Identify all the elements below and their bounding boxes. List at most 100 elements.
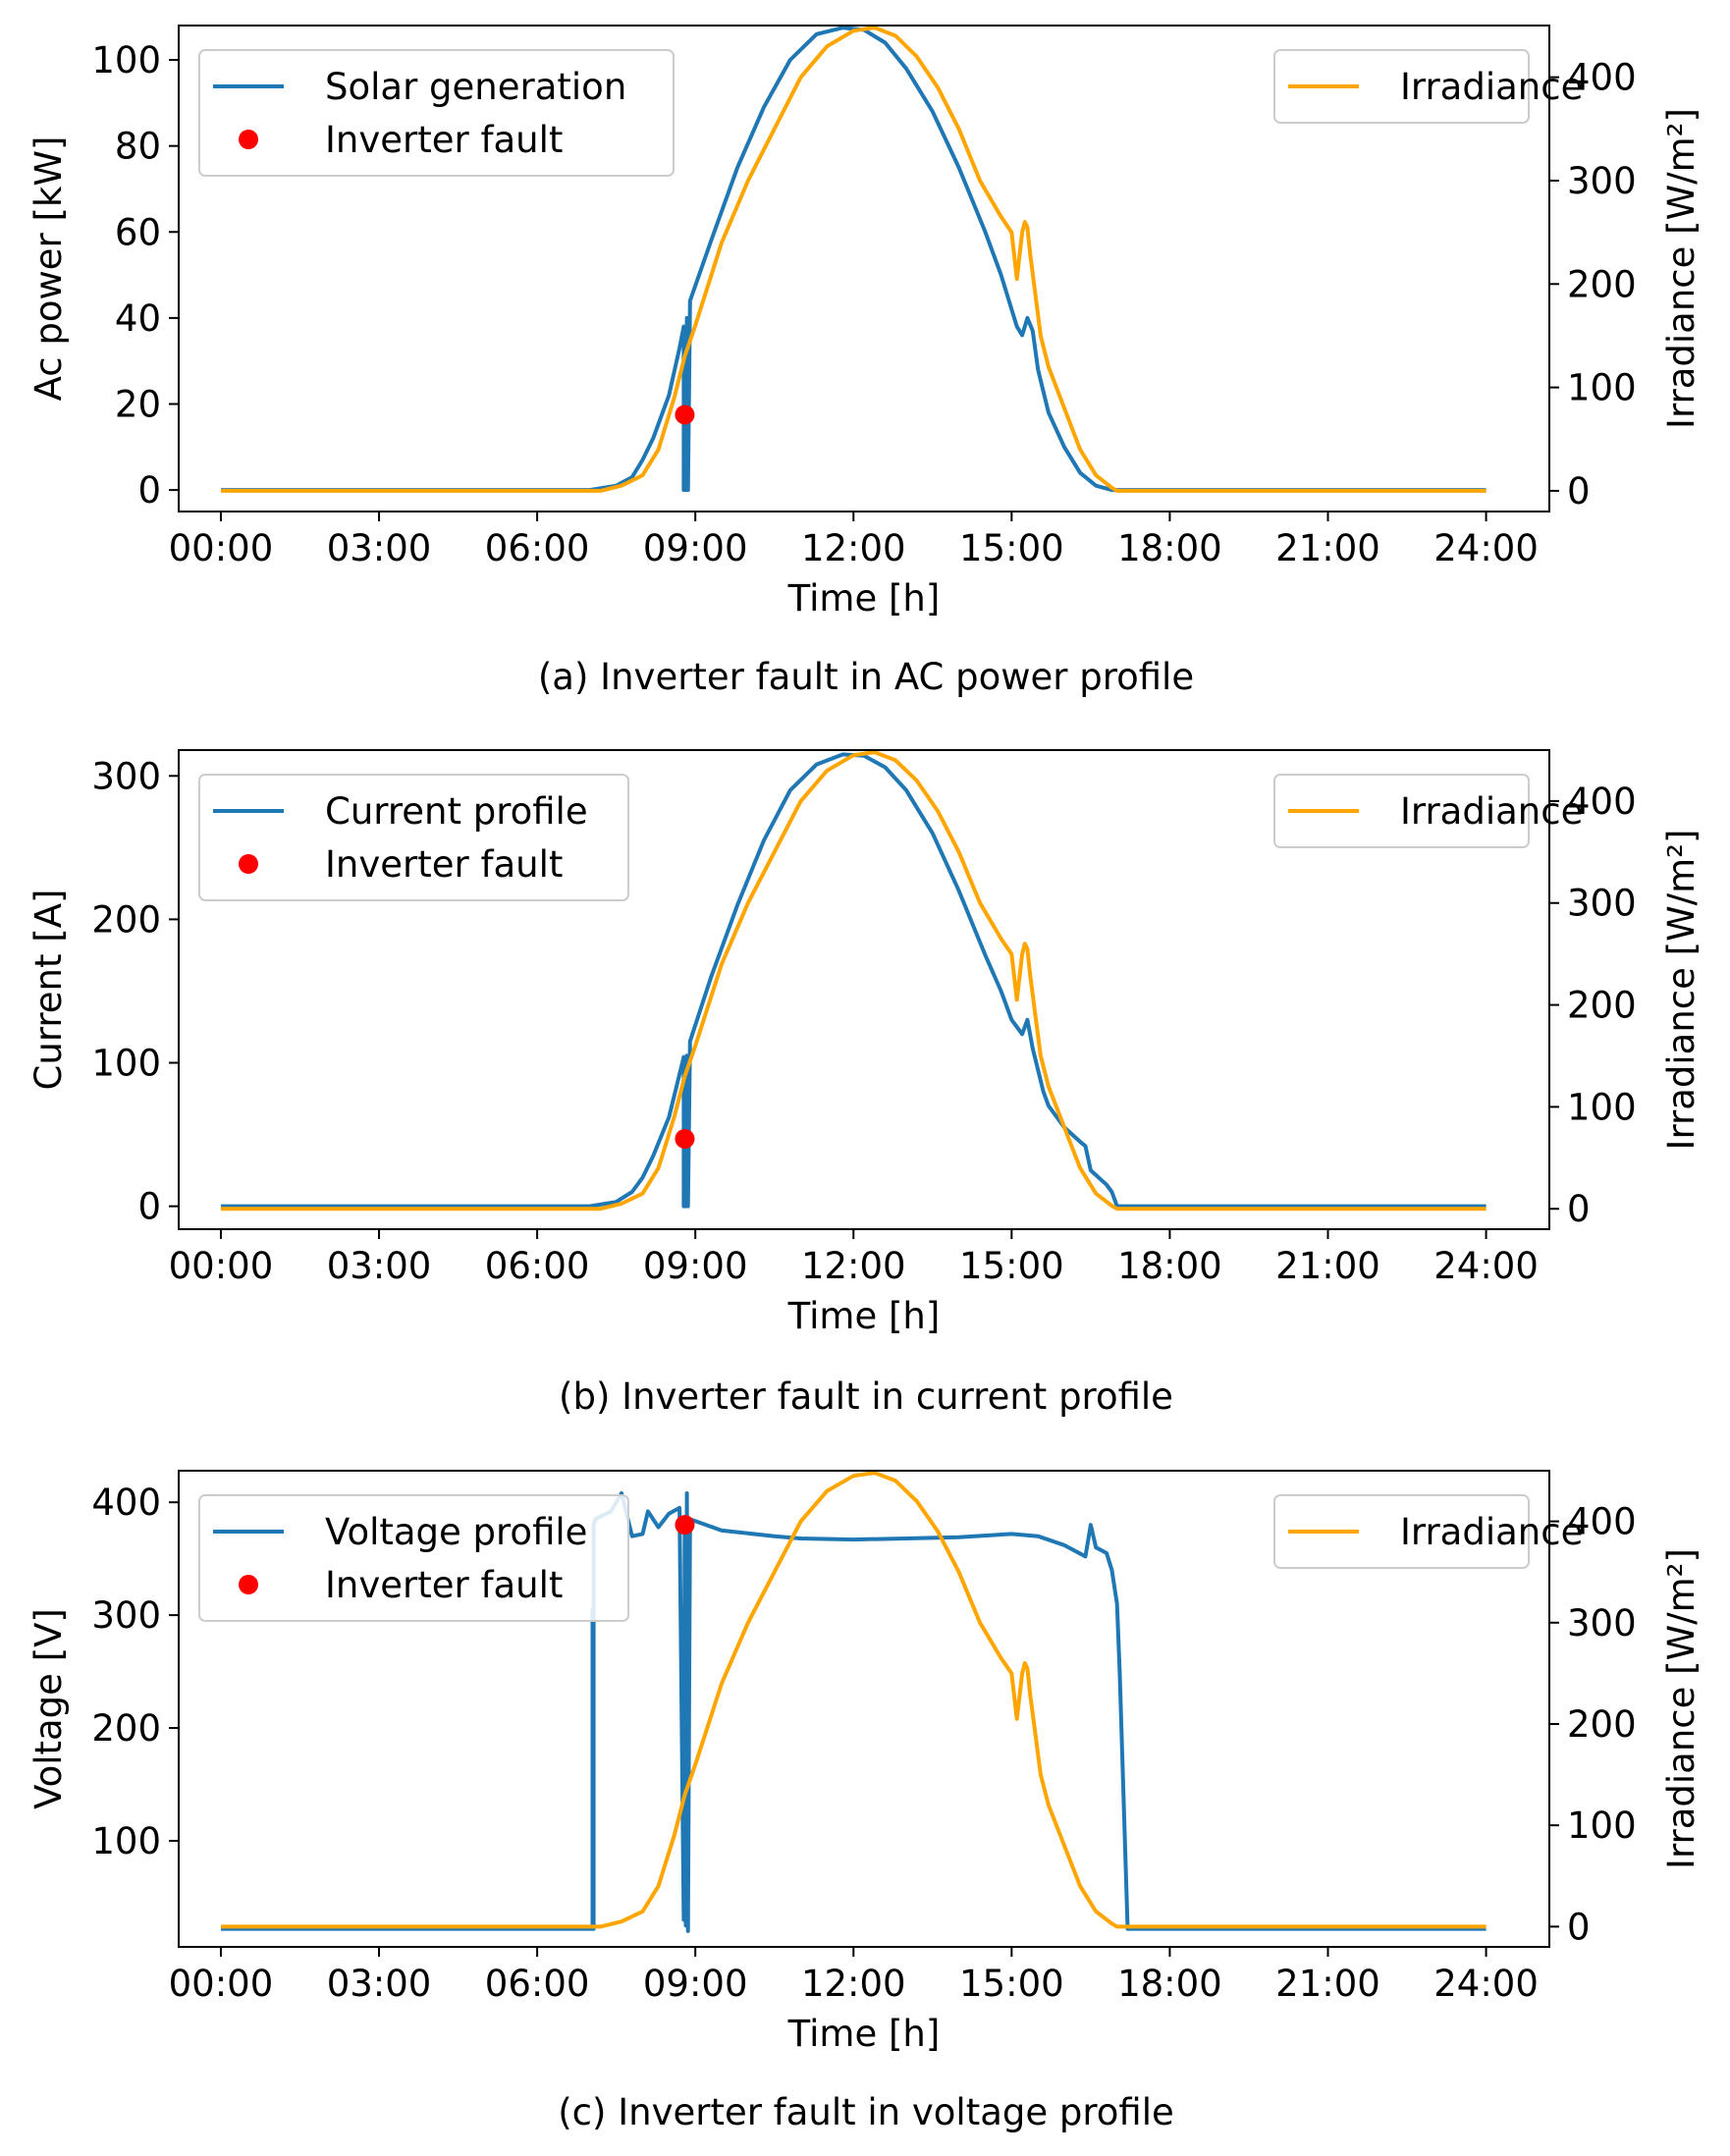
y-axis-label: Voltage [V] <box>27 1608 70 1809</box>
y-tick-label: 100 <box>91 1820 161 1862</box>
y-tick-label: 0 <box>137 469 161 512</box>
x-axis-label: Time [h] <box>787 577 941 620</box>
y2-tick-label: 100 <box>1567 1805 1637 1847</box>
y-tick-label: 60 <box>115 211 161 253</box>
legend-right-box <box>1273 1494 1530 1569</box>
plot-frame <box>178 1470 1550 1948</box>
chart-panel-b: 00:00 03:00 06:00 09:00 12:00 15:00 18:00 21:00… <box>27 749 1703 1418</box>
x-tick-label: 18:00 <box>1117 1245 1222 1287</box>
y2-tick-label: 400 <box>1567 1501 1637 1543</box>
legend-fault-swatch <box>239 130 258 149</box>
legend-primary-label: Solar generation <box>325 66 626 108</box>
x-tick-label: 21:00 <box>1275 1245 1380 1287</box>
inverter-fault-point <box>675 1515 695 1536</box>
x-tick-label: 24:00 <box>1433 527 1539 569</box>
y2-tick-label: 200 <box>1567 263 1637 305</box>
chart-panel-a: 00:00 03:00 06:00 09:00 12:00 15:00 18:00 21:00… <box>27 25 1703 698</box>
x-tick-label: 03:00 <box>327 1963 432 2005</box>
legend-left-box <box>198 49 675 177</box>
y-tick-label: 80 <box>115 126 161 168</box>
legend-left-box <box>198 774 629 901</box>
legend-right-box <box>1273 49 1530 124</box>
panel-caption: (b) Inverter fault in current profile <box>559 1375 1173 1418</box>
legend-fault-swatch <box>239 1575 258 1594</box>
inverter-fault-point <box>675 1128 695 1149</box>
x-tick-label: 06:00 <box>485 527 590 569</box>
y-tick-label: 20 <box>115 383 161 425</box>
y-axis-label: Current [A] <box>27 889 70 1091</box>
y2-tick-label: 200 <box>1567 985 1637 1027</box>
legend-right-box <box>1273 774 1530 848</box>
y-tick-label: 300 <box>91 755 161 797</box>
x-tick-label: 00:00 <box>169 1245 274 1287</box>
x-tick-label: 09:00 <box>643 1963 748 2005</box>
legend-fault-swatch <box>239 854 258 874</box>
y-tick-label: 0 <box>137 1186 161 1228</box>
x-tick-label: 12:00 <box>801 1963 906 2005</box>
legend-primary-label: Current profile <box>325 790 588 833</box>
x-tick-label: 06:00 <box>485 1245 590 1287</box>
y-tick-label: 100 <box>91 39 161 81</box>
x-tick-label: 09:00 <box>643 527 748 569</box>
y-axis-label: Ac power [kW] <box>27 136 70 402</box>
y-tick-label: 400 <box>91 1482 161 1524</box>
x-axis-label: Time [h] <box>787 1295 941 1337</box>
legend-irradiance-label: Irradiance <box>1400 790 1583 833</box>
primary-series-line <box>221 26 1487 493</box>
y2-tick-label: 0 <box>1567 1188 1591 1230</box>
panel-caption: (c) Inverter fault in voltage profile <box>558 2091 1174 2133</box>
legend-irradiance-label: Irradiance <box>1400 66 1583 108</box>
irradiance-series-line <box>221 26 1487 493</box>
y2-tick-label: 300 <box>1567 883 1637 925</box>
y-tick-label: 200 <box>91 1707 161 1750</box>
y2-tick-label: 200 <box>1567 1703 1637 1746</box>
chart-panel-c: 00:00 03:00 06:00 09:00 12:00 15:00 18:00 21:00… <box>27 1470 1703 2133</box>
y2-tick-label: 300 <box>1567 160 1637 202</box>
legend-irradiance-label: Irradiance <box>1400 1511 1583 1553</box>
legend-primary-label: Voltage profile <box>325 1511 587 1553</box>
x-tick-label: 24:00 <box>1433 1245 1539 1287</box>
x-tick-label: 18:00 <box>1117 1963 1222 2005</box>
y2-axis-label: Irradiance [W/m²] <box>1660 830 1703 1151</box>
plot-frame <box>178 749 1550 1230</box>
legend-left-box <box>198 1494 629 1622</box>
panel-caption: (a) Inverter fault in AC power profile <box>538 656 1194 698</box>
legend-fault-label: Inverter fault <box>325 1564 563 1606</box>
x-tick-label: 21:00 <box>1275 527 1380 569</box>
irradiance-series-line <box>221 750 1487 1212</box>
x-axis-label: Time [h] <box>787 2013 941 2055</box>
x-tick-label: 15:00 <box>959 1245 1064 1287</box>
y-tick-label: 300 <box>91 1594 161 1637</box>
x-tick-label: 18:00 <box>1117 527 1222 569</box>
y2-tick-label: 100 <box>1567 1086 1637 1128</box>
x-tick-label: 00:00 <box>169 1963 274 2005</box>
legend-fault-label: Inverter fault <box>325 119 563 161</box>
plot-frame <box>178 25 1550 512</box>
legend-fault-label: Inverter fault <box>325 843 563 886</box>
inverter-fault-point <box>675 404 695 425</box>
y2-axis-label: Irradiance [W/m²] <box>1660 1548 1703 1869</box>
irradiance-series-line <box>221 1471 1487 1929</box>
y2-tick-label: 0 <box>1567 1906 1591 1948</box>
x-tick-label: 15:00 <box>959 1963 1064 2005</box>
y-tick-label: 200 <box>91 898 161 941</box>
x-tick-label: 15:00 <box>959 527 1064 569</box>
x-tick-label: 21:00 <box>1275 1963 1380 2005</box>
y2-tick-label: 100 <box>1567 367 1637 409</box>
x-tick-label: 12:00 <box>801 527 906 569</box>
y2-tick-label: 400 <box>1567 781 1637 823</box>
y-tick-label: 100 <box>91 1043 161 1085</box>
x-tick-label: 03:00 <box>327 1245 432 1287</box>
y2-tick-label: 0 <box>1567 470 1591 512</box>
x-tick-label: 24:00 <box>1433 1963 1539 2005</box>
y-tick-label: 40 <box>115 297 161 340</box>
x-tick-label: 06:00 <box>485 1963 590 2005</box>
x-tick-label: 00:00 <box>169 527 274 569</box>
y2-tick-label: 300 <box>1567 1602 1637 1644</box>
y2-tick-label: 400 <box>1567 57 1637 99</box>
y2-axis-label: Irradiance [W/m²] <box>1660 108 1703 429</box>
x-tick-label: 09:00 <box>643 1245 748 1287</box>
x-tick-label: 12:00 <box>801 1245 906 1287</box>
x-tick-label: 03:00 <box>327 527 432 569</box>
